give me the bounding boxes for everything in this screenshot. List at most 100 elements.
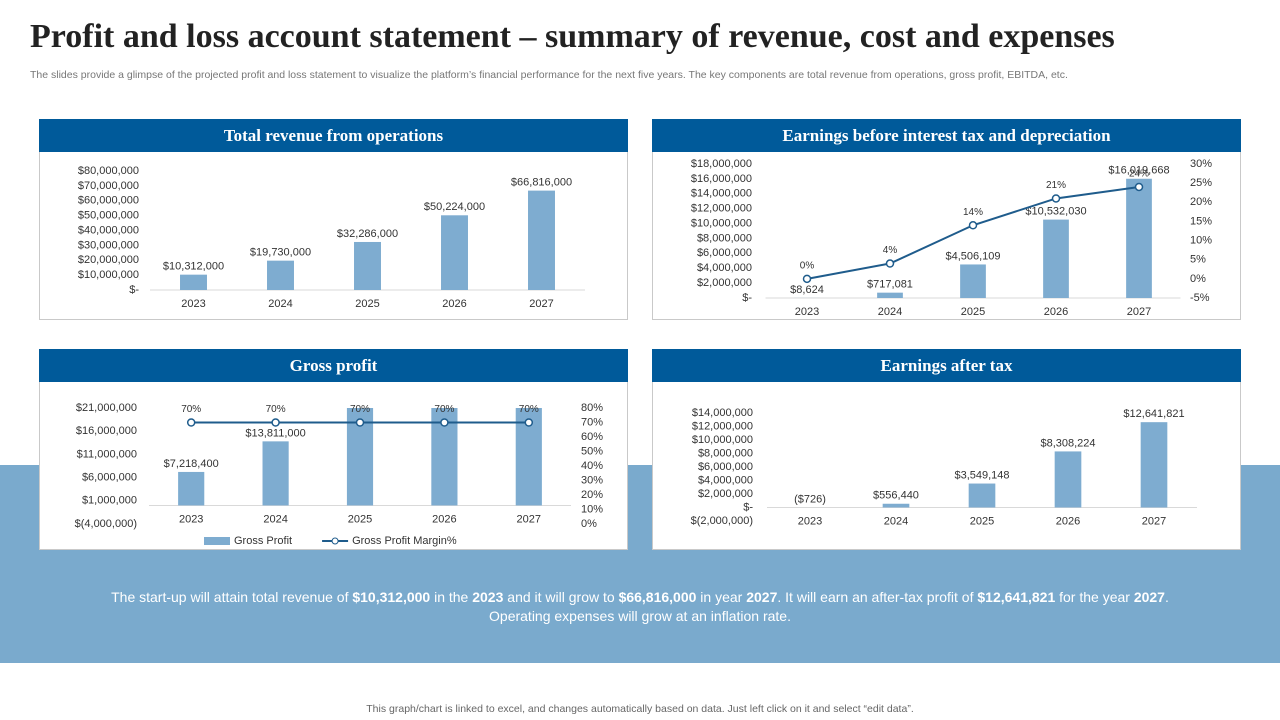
footer-note: This graph/chart is linked to excel, and… [366, 703, 914, 715]
summary-text: $12,641,821 [977, 589, 1056, 605]
value-label: 24% [1129, 169, 1149, 180]
x-tick-label: 2026 [432, 513, 456, 525]
line-marker [355, 418, 365, 427]
chart-title: Earnings after tax [652, 349, 1241, 382]
y2-tick-label: 70% [581, 416, 603, 428]
value-label: 70% [266, 404, 286, 415]
y-tick-label: $- [743, 501, 753, 513]
y-tick-label: $11,000,000 [77, 448, 137, 460]
y2-tick-label: 10% [1190, 234, 1212, 246]
y-tick-label: $12,000,000 [692, 420, 753, 432]
bar [354, 241, 381, 290]
y-tick-label: $8,000,000 [697, 232, 752, 244]
x-tick-label: 2027 [1142, 515, 1166, 527]
chart-title: Gross profit [39, 349, 628, 382]
x-tick-label: 2025 [961, 306, 985, 318]
y-tick-label: $80,000,000 [78, 165, 139, 177]
y2-tick-label: 5% [1190, 254, 1206, 266]
line-marker [440, 418, 449, 427]
bar [1140, 422, 1168, 508]
y2-tick-label: 80% [581, 402, 603, 414]
x-tick-label: 2025 [355, 298, 379, 310]
chart-panel: Total revenue from operations $- $10,000,0… [39, 119, 628, 320]
bar [178, 471, 205, 506]
line-marker [1134, 182, 1144, 192]
x-tick-label: 2025 [970, 515, 994, 527]
y-tick-label: $6,000,000 [698, 461, 753, 473]
legend-label: Gross Profit [234, 535, 292, 547]
value-label: $13,811,000 [245, 427, 305, 439]
summary-text: for the year [1055, 589, 1134, 605]
summary-text: 2023 [472, 589, 504, 605]
y-tick-label: $1,000,000 [82, 495, 137, 507]
line-marker [271, 418, 280, 427]
chart: $(4,000,000) $1,000,000 $6,000,000 $11,000,… [75, 402, 604, 547]
summary-text: 2027 [746, 589, 778, 605]
bar [882, 503, 910, 508]
value-label: ($726) [794, 493, 826, 505]
x-tick-label: 2024 [884, 515, 908, 527]
legend-swatch [204, 537, 230, 545]
line-marker [186, 418, 196, 427]
value-label: $50,224,000 [424, 201, 485, 213]
y-tick-label: $- [129, 284, 139, 296]
value-label: 21% [1046, 180, 1066, 191]
y-tick-label: $21,000,000 [76, 402, 137, 414]
summary-text: $10,312,000 [352, 589, 431, 605]
value-label: $16,019,668 [1108, 165, 1169, 177]
summary-text: Operating expenses will grow at an infla… [489, 608, 791, 624]
bar [1126, 178, 1152, 298]
summary-text: and it will grow to [503, 589, 619, 605]
x-tick-label: 2023 [798, 515, 822, 527]
value-label: 70% [181, 404, 201, 415]
x-tick-label: 2023 [181, 298, 205, 310]
bar [180, 274, 207, 290]
y2-tick-label: 0% [1190, 273, 1206, 285]
bar [515, 408, 542, 506]
chart-panel: Earnings before interest tax and depreci… [652, 119, 1241, 320]
x-tick-label: 2027 [1127, 306, 1151, 318]
value-label: 70% [350, 404, 370, 415]
y-tick-label: $4,000,000 [697, 262, 752, 274]
summary-text: . [1164, 589, 1169, 605]
bar [877, 292, 903, 298]
value-label: $32,286,000 [337, 228, 398, 240]
slide-title: Profit and loss account statement – summ… [30, 18, 1115, 55]
y-tick-label: $18,000,000 [691, 158, 752, 170]
x-tick-label: 2024 [268, 298, 292, 310]
value-label: $4,506,109 [945, 250, 1000, 262]
line-marker [524, 418, 534, 427]
y2-tick-label: 30% [581, 474, 603, 486]
line-marker [885, 259, 895, 268]
chart-title: Total revenue from operations [39, 119, 628, 152]
bar [262, 441, 289, 506]
y-tick-label: $70,000,000 [78, 180, 139, 192]
summary-line: Operating expenses will grow at an infla… [0, 607, 1280, 626]
value-label: $7,218,400 [164, 458, 219, 470]
y-tick-label: $(4,000,000) [75, 518, 137, 530]
bar [346, 408, 374, 506]
y2-tick-label: -5% [1190, 292, 1210, 304]
y-tick-label: $10,000,000 [691, 217, 752, 229]
y-tick-label: $30,000,000 [78, 239, 139, 251]
summary-text: in the [430, 589, 473, 605]
summary-text: . It will earn an after-tax profit of [777, 589, 978, 605]
bar [1054, 451, 1082, 508]
x-tick-label: 2026 [1044, 306, 1068, 318]
y2-tick-label: 20% [581, 489, 603, 501]
y-tick-label: $14,000,000 [691, 188, 752, 200]
value-label: 0% [800, 260, 815, 271]
y2-tick-label: 30% [1190, 158, 1212, 170]
summary-line: The start-up will attain total revenue o… [0, 588, 1280, 607]
y-tick-label: $40,000,000 [78, 224, 139, 236]
slide-subtitle: The slides provide a glimpse of the proj… [30, 69, 1068, 81]
y-tick-label: $60,000,000 [78, 195, 139, 207]
line-marker [802, 274, 812, 284]
x-tick-label: 2023 [795, 306, 819, 318]
bar [968, 483, 996, 508]
y2-tick-label: 50% [581, 445, 603, 457]
value-label: 70% [434, 404, 454, 415]
y-tick-label: $2,000,000 [698, 488, 753, 500]
value-label: $12,641,821 [1123, 408, 1184, 420]
